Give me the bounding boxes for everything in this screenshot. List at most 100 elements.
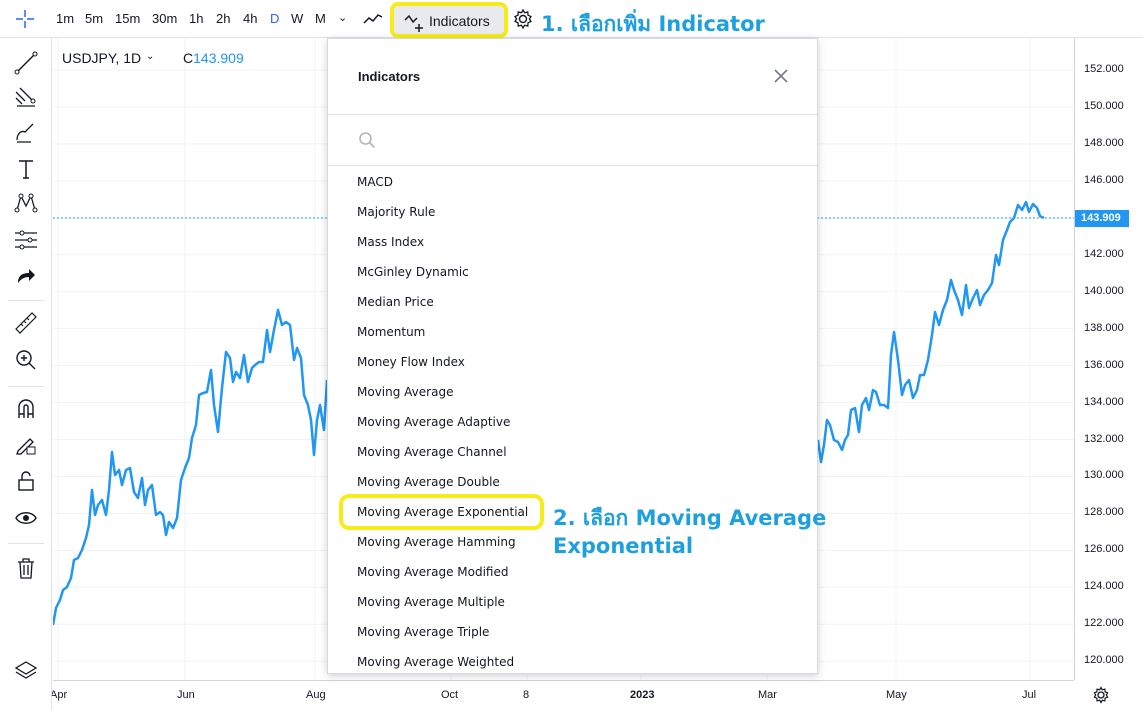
brush-icon[interactable]: [13, 120, 39, 146]
settings-gear-icon[interactable]: [512, 8, 534, 30]
crosshair-cursor-icon[interactable]: [14, 8, 36, 30]
layers-icon[interactable]: [13, 658, 39, 684]
price-axis-label: 152.000: [1084, 63, 1124, 75]
annotation-step2-line1: 2. เลือก Moving Average: [553, 506, 827, 530]
current-price-badge: 143.909: [1075, 210, 1129, 227]
left-drawing-toolbar: [0, 38, 52, 710]
symbol-legend[interactable]: USDJPY, 1D: [62, 50, 142, 66]
indicator-item[interactable]: Median Price: [357, 295, 434, 309]
indicator-item[interactable]: Momentum: [357, 325, 426, 339]
close-icon[interactable]: [774, 69, 788, 83]
fib-retracement-icon[interactable]: [13, 84, 39, 110]
indicator-item[interactable]: Moving Average Triple: [357, 625, 490, 639]
magnet-icon[interactable]: [13, 396, 39, 422]
price-axis-label: 146.000: [1084, 173, 1124, 186]
symbol-chevron-icon[interactable]: ⌄: [146, 51, 155, 62]
timeframe-15m[interactable]: 15m: [115, 11, 141, 26]
timeframe-30m[interactable]: 30m: [152, 11, 178, 26]
indicators-button-label: Indicators: [429, 13, 490, 29]
chart-settings-gear-icon[interactable]: [1092, 686, 1110, 704]
indicator-item[interactable]: Moving Average Adaptive: [357, 415, 511, 429]
timeframe-more-chevron-icon[interactable]: ⌄: [338, 12, 348, 24]
prediction-tool-icon[interactable]: [13, 227, 39, 253]
price-series-line-2: [816, 200, 1045, 464]
ruler-icon[interactable]: [13, 310, 39, 336]
indicator-item[interactable]: McGinley Dynamic: [357, 265, 469, 279]
trash-icon[interactable]: [13, 555, 39, 581]
close-value-legend: C143.909: [183, 50, 244, 66]
price-axis-label: 126.000: [1084, 543, 1124, 556]
price-axis-label: 130.000: [1084, 469, 1124, 482]
indicators-dialog: Indicators MACD Majority Rule Mass Index Mc…: [327, 38, 818, 674]
annotation-step1: 1. เลือกเพิ่ม Indicator: [541, 12, 765, 36]
timeframe-1h[interactable]: 1h: [189, 11, 204, 26]
toolbar-divider: [8, 543, 44, 544]
price-axis-label: 138.000: [1084, 321, 1124, 334]
dialog-title: Indicators: [358, 69, 421, 84]
timeframe-m[interactable]: M: [315, 11, 326, 26]
price-axis-label: 132.000: [1084, 432, 1124, 445]
time-axis-label: Aug: [306, 689, 326, 701]
dialog-divider: [328, 165, 817, 166]
indicator-item[interactable]: Moving Average: [357, 385, 454, 399]
indicator-item[interactable]: Money Flow Index: [357, 355, 465, 369]
time-axis[interactable]: [53, 680, 1074, 710]
price-axis-label: 150.000: [1084, 99, 1124, 112]
trend-line-icon[interactable]: [13, 50, 39, 76]
price-series-line-1: [51, 308, 329, 626]
zoom-in-icon[interactable]: [13, 347, 39, 373]
time-axis-label: Jul: [1022, 689, 1037, 701]
dialog-divider: [328, 114, 817, 115]
search-icon: [359, 132, 376, 149]
time-axis-label: 8: [523, 689, 530, 701]
top-toolbar: 1m 5m 15m 30m 1h 2h 4h D W M ⌄ Indicators 1. เลือ…: [0, 0, 1143, 38]
indicators-button[interactable]: Indicators: [390, 2, 508, 38]
unlock-icon[interactable]: [13, 468, 39, 494]
time-axis-label: Jun: [177, 689, 195, 701]
price-axis-label: 148.000: [1084, 136, 1124, 149]
lock-drawing-pencil-icon[interactable]: [13, 432, 39, 458]
price-axis[interactable]: [1074, 38, 1143, 680]
indicator-search-input[interactable]: [386, 127, 786, 153]
time-axis-label: Oct: [441, 689, 459, 701]
timeframe-w[interactable]: W: [291, 11, 304, 26]
price-axis-label: 128.000: [1084, 506, 1124, 519]
timeframe-1m[interactable]: 1m: [56, 11, 75, 26]
price-axis-label: 136.000: [1084, 358, 1124, 371]
price-axis-label: 122.000: [1084, 617, 1124, 630]
price-axis-label: 142.000: [1084, 247, 1124, 260]
indicator-item[interactable]: Majority Rule: [357, 205, 436, 219]
indicators-icon: [404, 14, 423, 32]
time-axis-label: Apr: [50, 689, 68, 701]
annotation-step2-line2: Exponential: [553, 534, 694, 558]
text-tool-icon[interactable]: [13, 156, 39, 182]
price-axis-label: 120.000: [1084, 654, 1124, 667]
timeframe-2h[interactable]: 2h: [216, 11, 231, 26]
highlight-box-ema: [339, 494, 544, 530]
price-axis-label: 134.000: [1084, 395, 1124, 408]
toolbar-divider: [8, 300, 44, 301]
time-axis-label: Mar: [758, 689, 777, 701]
indicator-item[interactable]: Moving Average Double: [357, 475, 500, 489]
indicator-item[interactable]: MACD: [357, 175, 393, 189]
time-axis-label: 2023: [630, 689, 655, 701]
close-value: 143.909: [193, 50, 244, 66]
time-axis-label: May: [886, 689, 907, 701]
close-prefix: C: [183, 50, 194, 66]
timeframe-4h[interactable]: 4h: [243, 11, 258, 26]
indicator-item[interactable]: Mass Index: [357, 235, 425, 249]
indicator-item[interactable]: Moving Average Weighted: [357, 655, 515, 669]
indicator-item[interactable]: Moving Average Hamming: [357, 535, 516, 549]
toolbar-divider: [8, 386, 44, 387]
indicator-item[interactable]: Moving Average Channel: [357, 445, 507, 459]
eye-visibility-icon[interactable]: [13, 505, 39, 531]
redo-arrow-icon[interactable]: [13, 263, 39, 289]
indicator-item[interactable]: Moving Average Multiple: [357, 595, 505, 609]
timeframe-5m[interactable]: 5m: [85, 11, 104, 26]
price-axis-label: 124.000: [1084, 580, 1124, 593]
indicator-item[interactable]: Moving Average Modified: [357, 565, 509, 579]
chart-type-line-icon[interactable]: [362, 9, 384, 29]
timeframe-d[interactable]: D: [270, 11, 280, 26]
pattern-icon[interactable]: [13, 190, 39, 216]
indicator-item[interactable]: Moving Average Exponential: [357, 505, 529, 519]
